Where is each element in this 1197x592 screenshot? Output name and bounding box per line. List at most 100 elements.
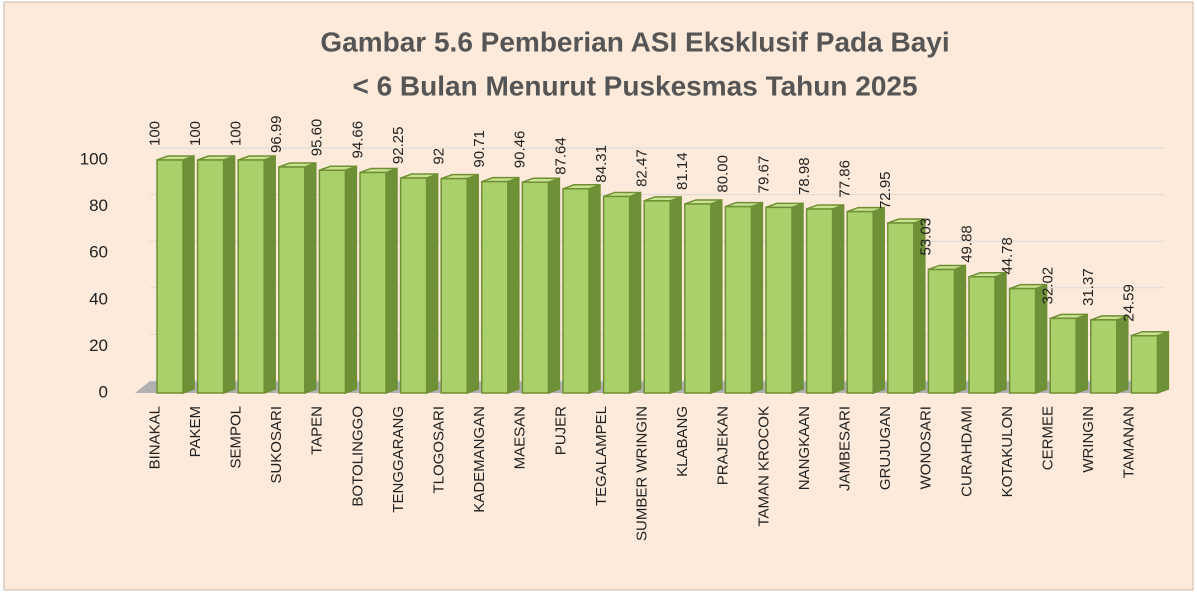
bar-side: [831, 203, 845, 395]
bar-side: [872, 206, 885, 395]
bar: [278, 161, 317, 395]
bar-front: [278, 166, 306, 394]
bar: [399, 172, 439, 395]
y-tick-label: 0: [99, 382, 108, 401]
bar-front: [968, 276, 996, 394]
bar-side: [1156, 330, 1170, 395]
bar: [684, 198, 723, 395]
data-label: 24.59: [1121, 284, 1138, 322]
bar: [440, 173, 479, 395]
y-tick-label: 40: [89, 289, 108, 308]
chart-title: < 6 Bulan Menurut Puskesmas Tahun 2025: [352, 70, 917, 101]
bar-front: [602, 195, 631, 394]
x-tick-label: NANGKAAN: [796, 406, 813, 490]
data-label: 32.02: [1039, 267, 1056, 305]
bar-front: [399, 177, 428, 394]
x-tick-label: PRAJEKAN: [715, 406, 732, 485]
data-label: 87.64: [552, 137, 569, 175]
x-tick-label: SEMPOL: [227, 406, 244, 469]
x-tick-label: BINAKAL: [146, 406, 163, 469]
x-tick-label: JAMBESARI: [836, 406, 853, 491]
bar-front: [643, 200, 671, 394]
bar-side: [344, 165, 358, 395]
data-label: 96.99: [268, 115, 285, 153]
bar-front: [237, 159, 265, 394]
bar-side: [628, 191, 642, 395]
bar: [927, 264, 967, 395]
data-label: 90.46: [512, 131, 529, 169]
data-label: 81.14: [674, 152, 691, 190]
data-label: 92: [430, 148, 447, 165]
bar-front: [684, 203, 712, 394]
data-label: 84.31: [593, 145, 610, 183]
data-label: 31.37: [1080, 268, 1097, 306]
bar-side: [507, 176, 520, 395]
data-label: 49.88: [958, 225, 975, 263]
x-tick-label: PAKEM: [187, 406, 204, 457]
data-label: 77.86: [836, 160, 853, 198]
bar-front: [887, 222, 915, 394]
bar-front: [1090, 319, 1118, 394]
y-tick-label: 100: [80, 149, 108, 168]
bar: [724, 201, 764, 395]
data-label: 80.00: [715, 155, 732, 193]
bar-side: [263, 154, 276, 395]
bar-side: [304, 161, 317, 395]
bar-side: [750, 201, 764, 395]
data-label: 72.95: [877, 171, 894, 209]
bar-front: [765, 206, 793, 394]
x-tick-label: BOTOLINGGO: [349, 406, 366, 507]
data-label: 100: [227, 121, 244, 146]
bar-front: [481, 180, 509, 394]
bar-front: [1049, 317, 1077, 394]
x-tick-label: GRUJUGAN: [877, 406, 894, 490]
x-tick-label: PUJER: [552, 406, 569, 455]
bar-front: [521, 181, 550, 394]
x-tick-label: KOTAKULON: [999, 406, 1016, 497]
bar-side: [466, 173, 479, 395]
bar: [602, 191, 642, 395]
x-tick-label: CURAHDAMI: [958, 406, 975, 497]
x-tick-label: TAMAN KROCOK: [755, 406, 772, 527]
y-tick-label: 20: [89, 336, 108, 355]
x-tick-label: CERMEE: [1039, 406, 1056, 470]
data-label: 78.98: [796, 157, 813, 195]
bar: [805, 203, 845, 395]
bar-front: [724, 205, 753, 394]
bar-side: [710, 198, 723, 395]
bar-side: [669, 195, 682, 395]
bar-front: [562, 188, 590, 394]
x-tick-label: KADEMANGAN: [471, 406, 488, 513]
bar: [643, 195, 682, 395]
bar: [1130, 330, 1170, 395]
y-tick-label: 60: [89, 243, 108, 262]
x-tick-label: SUMBER WRINGIN: [633, 406, 650, 541]
y-tick-label: 80: [89, 196, 108, 215]
bar-side: [994, 271, 1007, 395]
data-label: 100: [146, 121, 163, 146]
bar: [846, 206, 885, 395]
data-label: 95.60: [309, 119, 326, 157]
bar-front: [1130, 334, 1159, 394]
x-tick-label: TEGALAMPEL: [593, 406, 610, 506]
x-tick-label: TLOGOSARI: [430, 406, 447, 494]
bar: [359, 167, 398, 395]
bar-side: [1075, 313, 1088, 395]
bar: [481, 176, 520, 395]
bar-side: [222, 154, 236, 395]
bar-side: [791, 202, 804, 395]
bar: [968, 271, 1007, 395]
bar-side: [385, 167, 398, 395]
x-tick-label: SUKOSARI: [268, 406, 285, 484]
bar-front: [1008, 287, 1037, 394]
x-tick-label: WRINGIN: [1080, 406, 1097, 473]
chart-title: Gambar 5.6 Pemberian ASI Eksklusif Pada …: [320, 26, 949, 57]
data-label: 92.25: [390, 127, 407, 165]
bar: [1049, 313, 1088, 395]
x-tick-label: TENGGARANG: [390, 406, 407, 513]
bar: [237, 154, 276, 395]
data-label: 53.03: [918, 218, 935, 256]
data-label: 94.66: [349, 121, 366, 159]
bar-front: [359, 171, 387, 394]
